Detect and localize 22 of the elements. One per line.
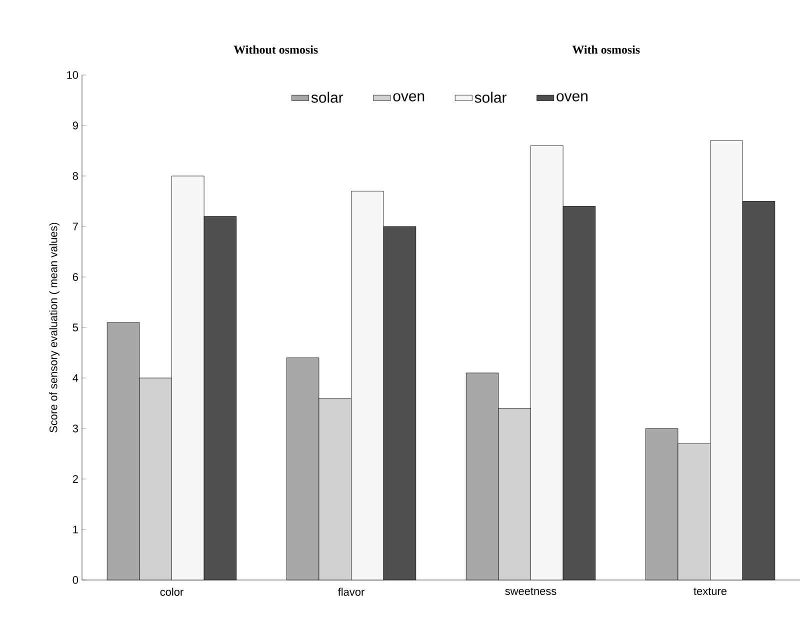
x-tick-label: flavor (338, 588, 364, 596)
legend-label: solar (311, 92, 344, 103)
x-tick-label: color (160, 588, 184, 596)
y-tick-label: 8 (72, 172, 78, 180)
legend-label: oven (556, 93, 588, 102)
legend-label: solar (474, 92, 506, 103)
y-tick-label: 2 (72, 475, 78, 483)
y-axis-title: Score of sensory evaluation ( mean values) (49, 222, 60, 432)
y-tick-label: 5 (72, 324, 78, 332)
y-tick-label: 6 (72, 273, 78, 281)
y-tick-label: 1 (73, 526, 78, 534)
text: With osmosis (572, 45, 640, 54)
y-tick-label: 10 (67, 71, 78, 79)
y-tick-label: 3 (72, 424, 78, 432)
y-tick-label: 9 (72, 122, 78, 130)
y-tick-label: 7 (72, 222, 78, 230)
y-tick-label: 0 (72, 576, 78, 584)
y-tick-label: 4 (72, 374, 78, 382)
x-tick-label: texture (694, 588, 727, 595)
legend-label: oven (393, 93, 424, 102)
x-tick-label: sweetness (505, 588, 556, 595)
text: Without osmosis (234, 45, 318, 54)
